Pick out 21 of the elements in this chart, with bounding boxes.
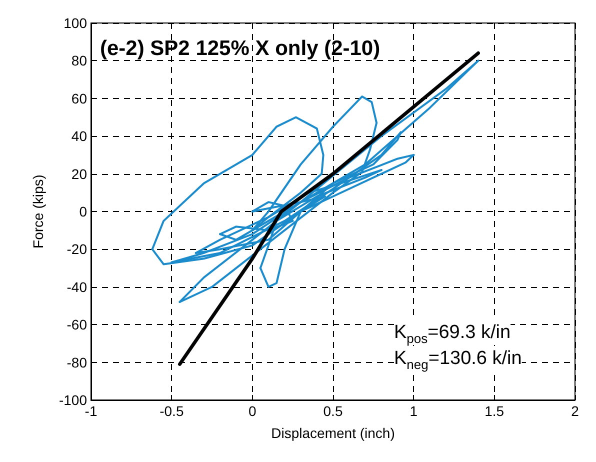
y-tick-label: -100 xyxy=(58,392,88,408)
text: (e-2) SP2 125% X only (2-10) xyxy=(100,37,380,60)
x-tick-label: 0 xyxy=(248,403,256,419)
y-tick-label: 0 xyxy=(79,204,88,220)
x-axis-title: Displacement (inch) xyxy=(271,425,395,441)
y-tick-label: 100 xyxy=(64,15,88,31)
y-tick-label: 60 xyxy=(71,90,88,106)
x-tick-label: -1 xyxy=(84,403,98,419)
y-tick-label: 20 xyxy=(71,166,88,182)
x-tick-label: 1 xyxy=(410,403,418,419)
y-tick-label: -20 xyxy=(66,241,88,258)
x-tick-label: 1.5 xyxy=(484,403,504,419)
x-tick-label: 0.5 xyxy=(323,403,343,419)
x-tick-label: 2 xyxy=(571,403,580,419)
y-tick-label: 80 xyxy=(71,52,88,69)
y-tick-label: -80 xyxy=(66,354,88,370)
y-tick-label: 40 xyxy=(71,128,88,144)
y-tick-label: -60 xyxy=(66,316,88,333)
y-axis-title: Force (kips) xyxy=(30,174,46,248)
y-tick-label: -40 xyxy=(66,278,88,295)
x-tick-label: -0.5 xyxy=(160,403,184,419)
